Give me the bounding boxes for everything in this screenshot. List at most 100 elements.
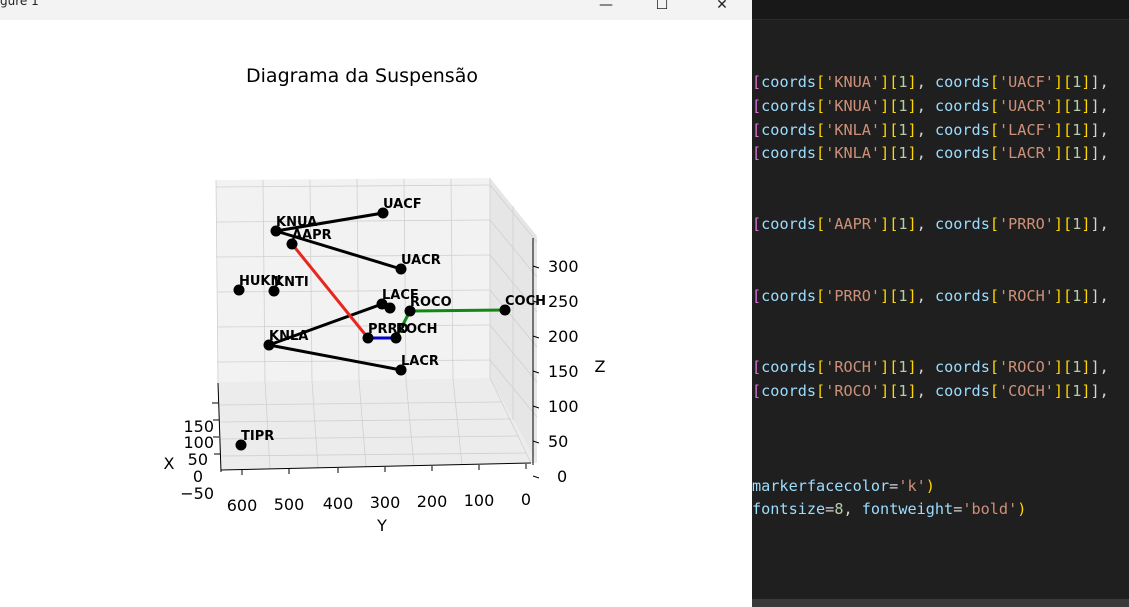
- figure-titlebar[interactable]: gure 1 — ☐ ✕: [0, 0, 752, 20]
- code-token: ]: [907, 215, 917, 233]
- code-token: ],: [1090, 144, 1109, 162]
- code-token: 1: [898, 144, 908, 162]
- code-token: coords: [761, 73, 817, 91]
- code-token: 'k': [898, 477, 926, 495]
- code-token: [: [989, 358, 1000, 376]
- code-token: [: [816, 121, 826, 139]
- code-token: [: [816, 382, 826, 400]
- suspension-3d-plot[interactable]: Diagrama da Suspensão 600 500 400 300 20…: [0, 20, 752, 607]
- axis-lines: [217, 238, 534, 473]
- y-tick-label: 100: [464, 491, 495, 510]
- code-token: 1: [1072, 73, 1082, 91]
- code-token: 'PRRO': [999, 215, 1054, 233]
- code-line[interactable]: [coords['KNUA'][1], coords['UACF'][1]],: [752, 72, 1109, 92]
- code-line[interactable]: fontsize=8, fontweight='bold'): [752, 499, 1026, 519]
- point-lacr: [395, 364, 407, 376]
- point-roco: [404, 305, 416, 317]
- code-token: [: [889, 358, 899, 376]
- point-label-uacf: UACF: [383, 197, 422, 212]
- code-token: ]: [907, 382, 917, 400]
- code-token: 1: [898, 358, 908, 376]
- code-token: ,: [916, 358, 935, 376]
- z-tick-label: 200: [548, 327, 579, 346]
- code-token: [: [1063, 215, 1073, 233]
- code-token: 'KNLA': [825, 144, 881, 162]
- code-token: ]: [907, 358, 917, 376]
- code-token: ]: [1053, 382, 1064, 400]
- code-token: 'KNLA': [825, 121, 881, 139]
- x-tick-label: 150: [183, 417, 214, 436]
- code-editor[interactable]: [coords['KNUA'][1], coords['UACF'][1]], […: [752, 0, 1129, 607]
- z-tick-label: 100: [548, 397, 579, 416]
- point-label-roch: ROCH: [396, 322, 437, 337]
- code-token: coords: [761, 287, 817, 305]
- axis-ticks: [212, 265, 540, 479]
- editor-horizontal-scrollbar[interactable]: [752, 599, 1129, 607]
- figure-window-title: gure 1: [0, 0, 39, 8]
- code-token: [: [752, 287, 762, 305]
- code-token: 'COCH': [999, 382, 1054, 400]
- code-token: coords: [934, 382, 990, 400]
- point-coch: [499, 304, 511, 316]
- code-token: [: [752, 382, 762, 400]
- x-axis-label: X: [164, 454, 175, 473]
- link-knua-uacf: [275, 211, 384, 233]
- code-token: ]: [880, 358, 890, 376]
- code-token: [: [752, 97, 762, 115]
- code-token: =: [953, 500, 963, 518]
- code-token: [: [889, 382, 899, 400]
- code-token: coords: [934, 144, 990, 162]
- point-label-aapr: AAPR: [292, 228, 332, 243]
- code-line[interactable]: [coords['ROCO'][1], coords['COCH'][1]],: [752, 381, 1109, 401]
- code-line[interactable]: [coords['KNUA'][1], coords['UACR'][1]],: [752, 96, 1109, 116]
- point-label-lacf: LACF: [382, 288, 419, 303]
- y-tick-label: 400: [323, 494, 354, 513]
- code-token: 1: [898, 73, 908, 91]
- editor-tab-bar: [752, 0, 1129, 20]
- point-knua: [270, 225, 282, 237]
- code-token: [: [989, 287, 1000, 305]
- code-token: =: [825, 500, 835, 518]
- code-token: ],: [1090, 358, 1109, 376]
- code-token: [: [752, 144, 762, 162]
- code-token: ]: [1081, 358, 1091, 376]
- code-token: coords: [934, 358, 990, 376]
- code-line[interactable]: markerfacecolor='k'): [752, 476, 935, 496]
- link-knua-uacr: [275, 229, 402, 271]
- code-token: ]: [880, 215, 890, 233]
- point-knti: [268, 285, 280, 297]
- code-token: [: [989, 382, 1000, 400]
- point-knla: [263, 339, 275, 351]
- code-line[interactable]: [coords['AAPR'][1], coords['PRRO'][1]],: [752, 214, 1109, 234]
- code-token: [: [889, 121, 899, 139]
- code-token: ]: [907, 121, 917, 139]
- code-token: ]: [1053, 144, 1064, 162]
- close-button[interactable]: ✕: [716, 0, 728, 13]
- code-token: [: [816, 358, 826, 376]
- code-line[interactable]: [coords['KNLA'][1], coords['LACF'][1]],: [752, 120, 1109, 140]
- code-line[interactable]: [coords['PRRO'][1], coords['ROCH'][1]],: [752, 286, 1109, 306]
- code-token: [: [752, 121, 762, 139]
- code-token: 1: [1072, 144, 1082, 162]
- code-token: ,: [916, 121, 935, 139]
- y-tick-label: 200: [417, 492, 448, 511]
- code-token: ]: [880, 382, 890, 400]
- point-label-knti: KNTI: [274, 275, 309, 290]
- code-token: [: [1063, 121, 1073, 139]
- code-token: coords: [761, 215, 817, 233]
- z-tick-label: 0: [557, 467, 567, 486]
- code-token: markerfacecolor: [752, 477, 890, 495]
- code-token: ]: [1081, 73, 1091, 91]
- minimize-button[interactable]: —: [599, 0, 613, 13]
- code-line[interactable]: [coords['KNLA'][1], coords['LACR'][1]],: [752, 143, 1109, 163]
- code-line[interactable]: [coords['ROCH'][1], coords['ROCO'][1]],: [752, 357, 1109, 377]
- code-token: 1: [1072, 382, 1082, 400]
- xy-floor-pane: [218, 378, 537, 470]
- maximize-button[interactable]: ☐: [655, 0, 669, 13]
- y-tick-label: 300: [370, 493, 401, 512]
- code-token: [: [989, 144, 1000, 162]
- code-token: ): [1017, 500, 1027, 518]
- z-tick-label: 150: [548, 362, 579, 381]
- code-token: coords: [761, 97, 817, 115]
- code-token: [: [889, 97, 899, 115]
